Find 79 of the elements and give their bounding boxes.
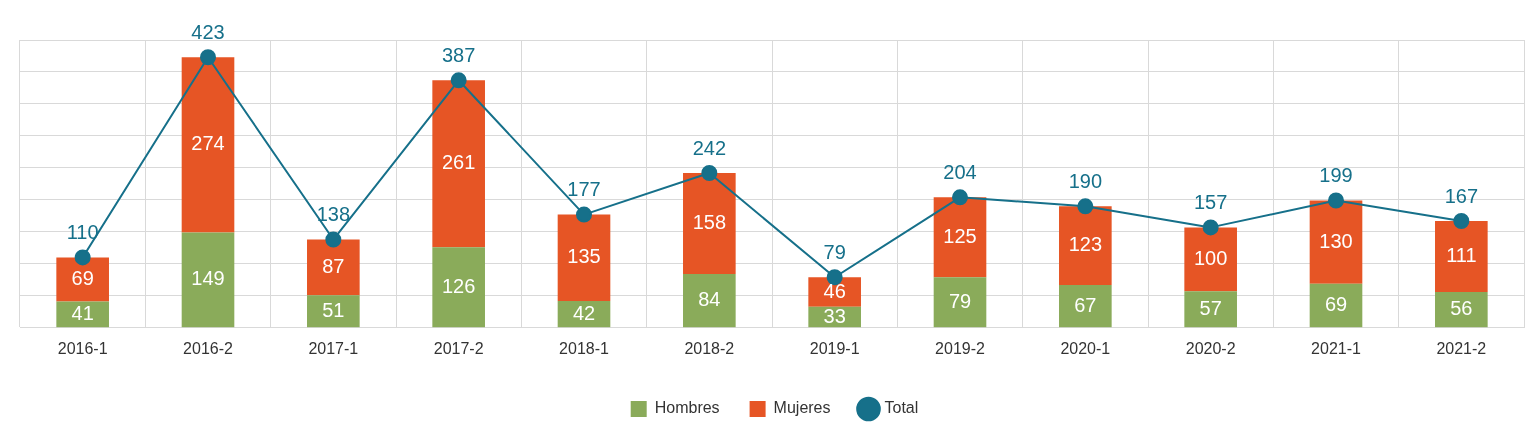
bar: [1059, 206, 1112, 285]
data-label: 190: [1068, 169, 1103, 192]
bar: [1435, 220, 1488, 292]
data-label: 84: [698, 288, 721, 311]
point: [1077, 198, 1094, 215]
bar: [181, 57, 235, 233]
point: [952, 189, 968, 206]
x-tick-label: 2018-1: [559, 339, 610, 357]
data-label: 79: [948, 289, 972, 312]
bar: [56, 257, 109, 302]
data-label: 46: [823, 279, 846, 302]
data-label: 33: [823, 304, 846, 327]
x-tick-label: 2016-2: [183, 339, 234, 357]
data-label: 158: [692, 211, 727, 234]
data-label: 274: [191, 132, 225, 155]
legend-label: Mujeres: [773, 399, 831, 417]
data-label: 204: [943, 160, 977, 183]
data-label: 111: [1446, 244, 1477, 267]
data-label: 242: [692, 136, 727, 159]
data-label: 199: [1319, 164, 1353, 187]
data-label: 125: [943, 224, 977, 247]
bar: [1184, 227, 1237, 292]
point: [1453, 212, 1470, 229]
bar: [1059, 284, 1112, 328]
bar: [683, 173, 736, 275]
data-label: 177: [567, 178, 601, 201]
bar: [1435, 291, 1488, 328]
x-tick-label: 2016-1: [57, 339, 108, 357]
data-label: 87: [322, 254, 345, 277]
point: [325, 231, 342, 248]
point: [701, 165, 718, 182]
data-label: 135: [567, 245, 601, 268]
point: [1202, 219, 1219, 236]
bar: [307, 239, 360, 296]
data-label: 130: [1319, 229, 1353, 252]
x-tick-label: 2020-2: [1185, 339, 1236, 357]
point: [576, 206, 592, 223]
data-label: 100: [1193, 246, 1228, 269]
data-label: 69: [1324, 293, 1348, 315]
data-label: 56: [1450, 297, 1473, 320]
bar: [1184, 291, 1237, 328]
x-tick-label: 2018-2: [684, 339, 735, 357]
data-label: 51: [322, 298, 345, 321]
bar: [307, 295, 360, 328]
x-tick-label: 2019-2: [935, 339, 986, 357]
data-label: 157: [1193, 190, 1228, 213]
data-label: 149: [191, 267, 225, 290]
x-tick-label: 2021-2: [1436, 339, 1487, 357]
data-label: 69: [71, 267, 94, 290]
legend-label: Total: [884, 399, 919, 417]
data-label: 126: [441, 274, 476, 297]
data-label: 42: [572, 301, 596, 324]
bar: [1309, 283, 1363, 328]
bar: [683, 274, 736, 328]
x-tick-label: 2019-1: [809, 339, 860, 357]
data-label: 261: [441, 151, 476, 174]
data-label: 167: [1444, 184, 1479, 207]
data-label: 423: [191, 20, 225, 43]
data-label: 79: [823, 240, 846, 263]
x-tick-label: 2020-1: [1060, 339, 1111, 357]
bar: [557, 214, 611, 301]
data-label: 138: [316, 203, 351, 226]
x-tick-label: 2017-1: [308, 339, 359, 357]
data-label: 41: [71, 301, 94, 324]
data-label: 123: [1068, 233, 1103, 256]
data-label: 387: [441, 43, 476, 66]
point: [74, 249, 91, 266]
bar: [933, 277, 987, 328]
data-label: 67: [1074, 293, 1097, 316]
point: [1328, 192, 1344, 209]
data-label: 57: [1199, 296, 1222, 319]
point: [450, 72, 467, 89]
bar: [432, 80, 485, 248]
x-tick-label: 2017-2: [433, 339, 484, 357]
point: [200, 49, 216, 66]
x-tick-label: 2021-1: [1311, 339, 1362, 357]
legend-label: Hombres: [654, 399, 720, 417]
bar: [181, 232, 235, 328]
bar: [432, 247, 485, 328]
